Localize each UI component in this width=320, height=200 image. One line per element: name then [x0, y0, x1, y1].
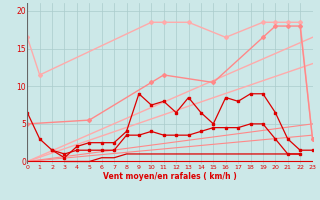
X-axis label: Vent moyen/en rafales ( km/h ): Vent moyen/en rafales ( km/h ): [103, 172, 237, 181]
